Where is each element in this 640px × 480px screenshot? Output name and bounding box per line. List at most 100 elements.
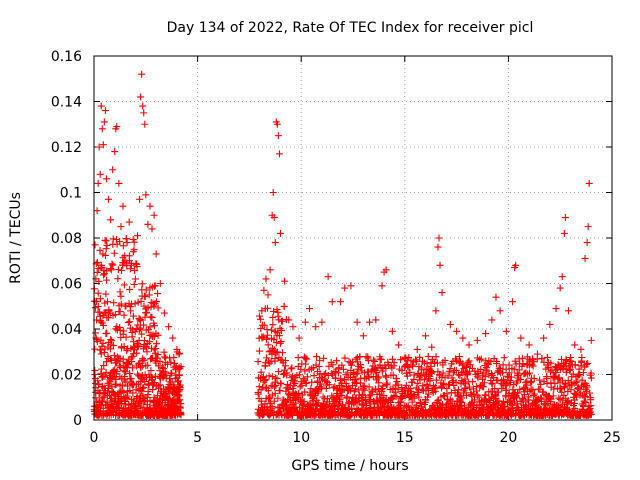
background-point	[555, 374, 563, 382]
data-point	[492, 293, 500, 301]
background-point	[550, 373, 558, 381]
background-point	[508, 405, 516, 413]
data-point	[301, 318, 309, 326]
background-point	[150, 346, 158, 354]
data-point	[577, 345, 585, 353]
background-point	[393, 378, 401, 386]
background-point	[503, 379, 511, 387]
background-point	[382, 373, 390, 381]
data-points	[90, 70, 595, 419]
data-point	[109, 166, 117, 174]
background-point	[134, 360, 142, 368]
background-point	[102, 290, 110, 298]
background-point	[263, 304, 271, 312]
background-point	[507, 373, 515, 381]
background-point	[175, 377, 183, 385]
background-point	[130, 280, 138, 288]
background-point	[584, 359, 592, 367]
background-point	[267, 399, 275, 407]
background-point	[578, 358, 586, 366]
background-point	[353, 369, 361, 377]
background-point	[116, 308, 124, 316]
background-point	[317, 380, 325, 388]
background-point	[151, 282, 159, 290]
background-point	[515, 366, 523, 374]
data-point	[509, 298, 517, 306]
data-point	[422, 332, 430, 340]
background-point	[133, 407, 141, 415]
background-point	[101, 251, 109, 259]
background-point	[103, 329, 111, 337]
background-point	[276, 339, 284, 347]
background-point	[276, 387, 284, 395]
background-point	[482, 391, 490, 399]
x-axis-label: GPS time / hours	[291, 458, 408, 474]
background-point	[544, 364, 552, 372]
background-point	[98, 365, 106, 373]
background-point	[144, 361, 152, 369]
background-point	[499, 369, 507, 377]
background-point	[456, 372, 464, 380]
data-point	[552, 305, 560, 313]
data-point	[438, 289, 446, 297]
background-point	[469, 378, 477, 386]
data-point	[144, 220, 152, 228]
data-point	[372, 316, 380, 324]
background-point	[99, 397, 107, 405]
x-tick-label: 15	[396, 430, 414, 446]
background-point	[538, 355, 546, 363]
background-point	[320, 354, 328, 362]
data-point	[141, 120, 149, 128]
background-point	[120, 389, 128, 397]
data-point	[581, 254, 589, 262]
data-point	[146, 202, 154, 210]
background-point	[117, 300, 125, 308]
data-point	[459, 334, 467, 342]
background-point	[96, 246, 104, 254]
background-point	[491, 384, 499, 392]
background-point	[116, 288, 124, 296]
background-point	[573, 393, 581, 401]
background-point	[126, 265, 134, 273]
background-point	[502, 386, 510, 394]
data-point	[129, 248, 137, 256]
background-point	[299, 375, 307, 383]
background-point	[397, 398, 405, 406]
x-tick-label: 20	[499, 430, 517, 446]
data-point	[152, 250, 160, 258]
data-point	[517, 334, 525, 342]
background-point	[531, 390, 539, 398]
background-point	[91, 345, 99, 353]
background-point	[141, 293, 149, 301]
background-point	[130, 238, 138, 246]
background-point	[357, 364, 365, 372]
background-point	[567, 357, 575, 365]
background-point	[338, 391, 346, 399]
background-point	[277, 338, 285, 346]
background-point	[458, 394, 466, 402]
background-point	[513, 394, 521, 402]
background-point	[267, 326, 275, 334]
background-point	[147, 313, 155, 321]
data-point	[401, 355, 409, 363]
data-point	[107, 216, 115, 224]
background-point	[93, 338, 101, 346]
y-tick-label: 0.12	[51, 140, 82, 156]
background-point	[272, 339, 280, 347]
background-point	[325, 381, 333, 389]
background-point	[257, 324, 265, 332]
background-point	[463, 362, 471, 370]
data-point	[540, 334, 548, 342]
background-point	[136, 404, 144, 412]
background-point	[149, 386, 157, 394]
background-point	[109, 261, 117, 269]
background-point	[325, 362, 333, 370]
background-point	[298, 381, 306, 389]
data-point	[546, 320, 554, 328]
background-point	[500, 397, 508, 405]
background-point	[314, 389, 322, 397]
background-point	[329, 361, 337, 369]
background-point	[339, 365, 347, 373]
data-point	[328, 298, 336, 306]
background-point	[338, 361, 346, 369]
